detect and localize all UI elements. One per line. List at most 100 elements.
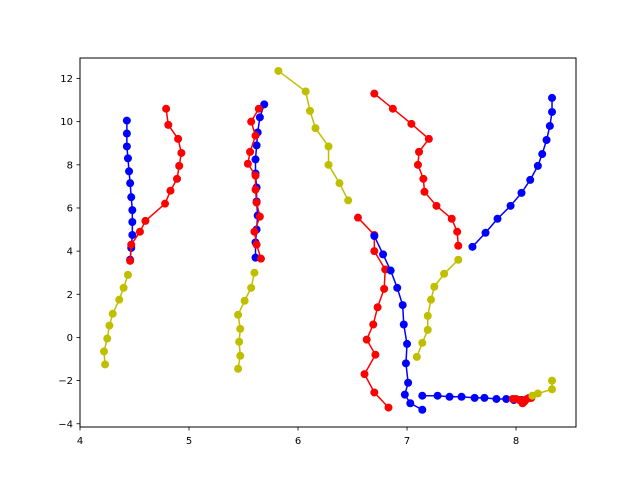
data-point bbox=[419, 174, 428, 183]
data-point bbox=[251, 185, 260, 194]
data-point bbox=[373, 303, 382, 312]
data-point bbox=[423, 311, 432, 320]
data-point bbox=[123, 154, 132, 163]
data-point bbox=[517, 188, 526, 197]
data-point bbox=[101, 360, 110, 369]
data-point bbox=[538, 150, 547, 159]
data-point bbox=[274, 66, 283, 75]
data-point bbox=[324, 160, 333, 169]
y-tick-label: 4 bbox=[67, 247, 73, 258]
data-point bbox=[119, 283, 128, 292]
data-point bbox=[370, 247, 379, 256]
plot-area bbox=[99, 66, 557, 414]
data-point bbox=[427, 295, 436, 304]
series-1 bbox=[122, 116, 137, 264]
data-point bbox=[415, 147, 424, 156]
data-point bbox=[404, 378, 413, 387]
data-point bbox=[173, 174, 182, 183]
series-3 bbox=[99, 270, 132, 369]
data-point bbox=[105, 321, 114, 330]
data-point bbox=[252, 240, 261, 249]
y-tick-label: 8 bbox=[67, 160, 73, 171]
x-tick-label: 6 bbox=[295, 436, 301, 447]
data-point bbox=[528, 391, 537, 400]
data-point bbox=[548, 107, 557, 116]
data-point bbox=[403, 339, 412, 348]
data-point bbox=[423, 325, 432, 334]
data-point bbox=[393, 283, 402, 292]
data-point bbox=[255, 113, 264, 122]
data-point bbox=[384, 403, 393, 412]
series-15 bbox=[528, 376, 557, 400]
data-point bbox=[324, 142, 333, 151]
data-point bbox=[255, 212, 264, 221]
data-point bbox=[548, 385, 557, 394]
data-point bbox=[420, 187, 429, 196]
data-point bbox=[122, 129, 131, 138]
data-point bbox=[311, 124, 320, 133]
data-point bbox=[122, 142, 131, 151]
data-point bbox=[108, 309, 117, 318]
y-tick-label: −2 bbox=[58, 376, 73, 387]
data-point bbox=[260, 100, 269, 109]
data-point bbox=[440, 269, 449, 278]
data-point bbox=[432, 201, 441, 210]
data-point bbox=[128, 218, 137, 226]
y-tick-label: 10 bbox=[60, 117, 73, 128]
data-point bbox=[370, 232, 379, 241]
data-point bbox=[533, 161, 542, 170]
data-point bbox=[433, 391, 442, 400]
series-6 bbox=[234, 268, 259, 373]
data-point bbox=[418, 391, 427, 400]
y-tick-label: 0 bbox=[67, 333, 73, 344]
data-point bbox=[234, 364, 243, 373]
series-5 bbox=[243, 104, 265, 263]
data-point bbox=[250, 268, 259, 277]
data-point bbox=[447, 214, 456, 223]
data-point bbox=[251, 155, 260, 164]
data-point bbox=[506, 201, 515, 210]
data-point bbox=[246, 147, 255, 156]
data-point bbox=[243, 159, 252, 168]
data-point bbox=[445, 392, 454, 401]
data-point bbox=[370, 388, 379, 397]
data-point bbox=[251, 131, 260, 140]
data-point bbox=[526, 175, 535, 184]
data-point bbox=[401, 359, 410, 368]
data-point bbox=[454, 255, 463, 264]
data-point bbox=[542, 136, 551, 144]
data-point bbox=[128, 206, 137, 215]
data-point bbox=[388, 104, 397, 113]
data-point bbox=[236, 324, 245, 333]
series-11 bbox=[468, 93, 557, 251]
data-point bbox=[175, 161, 184, 170]
data-point bbox=[128, 230, 137, 239]
data-point bbox=[481, 228, 490, 237]
data-point bbox=[360, 370, 369, 379]
data-point bbox=[177, 148, 186, 157]
data-point bbox=[548, 376, 557, 385]
data-point bbox=[412, 352, 421, 361]
data-point bbox=[250, 227, 259, 236]
data-point bbox=[413, 160, 422, 169]
data-point bbox=[457, 392, 466, 401]
data-point bbox=[386, 266, 395, 275]
series-12 bbox=[412, 255, 463, 361]
data-point bbox=[399, 320, 408, 329]
data-point bbox=[335, 179, 344, 188]
data-point bbox=[240, 296, 249, 305]
series-9 bbox=[370, 232, 427, 414]
x-axis: 4 5 6 7 8 bbox=[77, 427, 519, 447]
data-point bbox=[548, 93, 557, 102]
x-tick-label: 5 bbox=[186, 436, 192, 447]
data-point bbox=[115, 295, 124, 304]
data-point bbox=[470, 393, 479, 402]
data-point bbox=[369, 320, 378, 329]
data-point bbox=[126, 179, 135, 188]
y-tick-label: −4 bbox=[58, 419, 73, 430]
data-point bbox=[126, 256, 135, 265]
axes-frame bbox=[79, 57, 577, 428]
data-point bbox=[398, 301, 407, 310]
data-point bbox=[141, 216, 150, 225]
